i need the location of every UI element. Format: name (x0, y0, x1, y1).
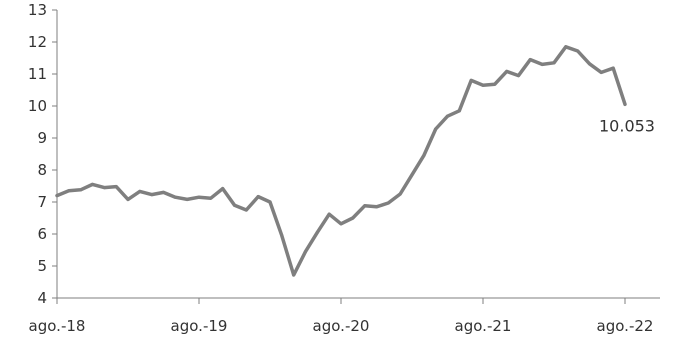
x-tick-label: ago.-20 (313, 317, 370, 335)
y-tick-label: 7 (37, 193, 47, 211)
data-point (434, 127, 438, 131)
data-point (292, 273, 296, 277)
data-point (55, 194, 59, 198)
data-point (91, 182, 94, 186)
data-point (611, 66, 615, 70)
data-point (173, 195, 177, 199)
data-point (209, 196, 213, 200)
data-point (481, 83, 485, 87)
data-point (126, 197, 130, 201)
y-tick-label: 9 (37, 129, 47, 147)
data-point (469, 78, 473, 82)
data-labels: 10.053 (599, 116, 655, 135)
data-point (422, 154, 426, 158)
data-point (315, 230, 319, 234)
data-point (552, 61, 556, 65)
data-point (185, 197, 189, 201)
x-tick-label: ago.-19 (171, 317, 228, 335)
data-point (339, 222, 343, 226)
data-point (244, 208, 248, 212)
data-point (457, 109, 461, 113)
y-axis-ticks: 4 5 6 7 8 9 10 11 12 13 (28, 1, 57, 307)
data-point (446, 114, 449, 118)
data-point (351, 216, 355, 220)
data-point (623, 102, 627, 106)
series-line (55, 45, 627, 277)
data-point (398, 192, 402, 196)
data-point (410, 173, 414, 177)
data-point (197, 195, 201, 199)
data-point (256, 195, 260, 199)
data-point (564, 45, 568, 49)
data-point (67, 189, 71, 193)
data-point (386, 201, 390, 205)
data-point (493, 82, 497, 86)
data-point (375, 205, 378, 209)
data-point (304, 250, 307, 254)
data-point (588, 62, 591, 66)
y-tick-label: 11 (28, 65, 47, 83)
data-point (150, 193, 154, 197)
y-tick-label: 5 (37, 257, 47, 275)
data-point (102, 186, 106, 190)
data-point (138, 189, 142, 193)
data-point (599, 70, 603, 74)
data-point (327, 212, 331, 216)
data-point (221, 187, 225, 191)
data-label: 10.053 (599, 116, 655, 135)
data-point (162, 190, 165, 194)
data-point (268, 200, 272, 204)
x-axis-ticks: ago.-18 ago.-19 ago.-20 ago.-21 ago.-22 (29, 298, 654, 335)
y-tick-label: 10 (28, 97, 47, 115)
y-tick-label: 13 (28, 1, 47, 19)
y-tick-label: 8 (37, 161, 47, 179)
data-point (79, 188, 83, 192)
x-tick-label: ago.-18 (29, 317, 86, 335)
data-point (233, 203, 236, 207)
series-group (55, 45, 627, 277)
data-point (540, 62, 544, 66)
y-tick-label: 4 (37, 289, 47, 307)
data-point (576, 49, 580, 53)
x-tick-label: ago.-22 (597, 317, 654, 335)
x-tick-label: ago.-21 (455, 317, 512, 335)
y-tick-label: 12 (28, 33, 47, 51)
y-tick-label: 6 (37, 225, 47, 243)
data-point (505, 69, 509, 73)
data-point (280, 234, 284, 238)
data-point (517, 74, 520, 78)
data-point (363, 204, 367, 208)
data-point (114, 185, 118, 189)
data-point (528, 58, 532, 62)
